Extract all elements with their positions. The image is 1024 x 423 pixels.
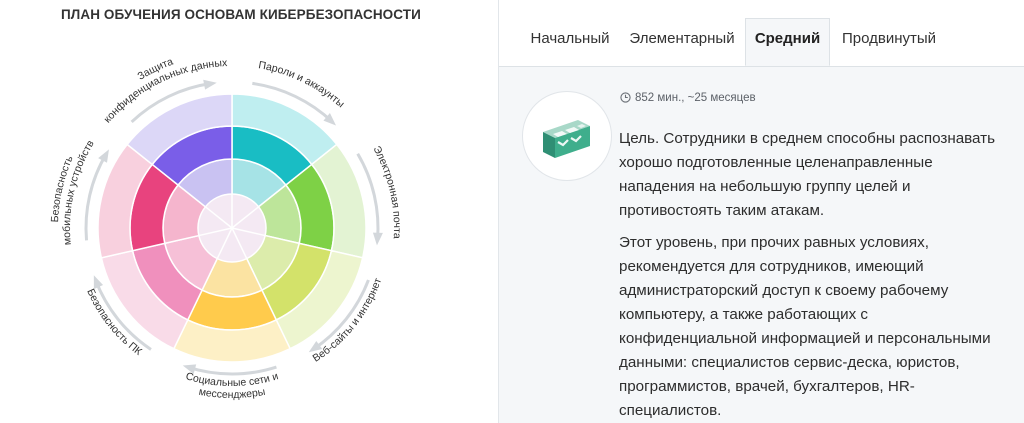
- cycle-arrow-head: [308, 341, 323, 353]
- cycle-arrow-head: [323, 113, 337, 126]
- clock-icon: [620, 92, 631, 103]
- cycle-arrow-arc: [356, 152, 380, 241]
- recommendation-text: Этот уровень, при прочих равных условиях…: [619, 234, 991, 419]
- wheel-section-label: Электронная почта: [370, 144, 403, 239]
- duration-row: 852 мин., ~25 месяцев: [620, 92, 756, 104]
- cycle-arrow-head: [372, 232, 383, 246]
- wheel-spoke: [231, 206, 260, 229]
- duration-text: 852 мин., ~25 месяцев: [635, 92, 756, 104]
- divider: [498, 0, 499, 423]
- wheel-spoke: [204, 206, 233, 229]
- cycle-arrow-arc: [130, 81, 212, 124]
- cycle-arrow-head: [203, 79, 217, 90]
- page-title: ПЛАН ОБУЧЕНИЯ ОСНОВАМ КИБЕРБЕЗОПАСНОСТИ: [61, 7, 421, 22]
- wheel-spoke: [198, 227, 233, 237]
- level-panel-area: Начальный Элементарный Средний Продвинут…: [499, 0, 1024, 423]
- training-plan-area: ПЛАН ОБУЧЕНИЯ ОСНОВАМ КИБЕРБЕЗОПАСНОСТИ …: [0, 0, 498, 423]
- cycle-arrow-arc: [94, 279, 152, 351]
- level-tabs: Начальный Элементарный Средний Продвинут…: [499, 0, 1024, 67]
- cycle-arrow-arc: [312, 279, 370, 351]
- wheel-spoke: [231, 227, 266, 237]
- cycle-arrow-head: [93, 275, 104, 290]
- level-description-panel: 852 мин., ~25 месяцев Цель. Сотрудники в…: [499, 67, 1024, 423]
- building-blocks-icon: [543, 120, 590, 158]
- tab-beginner[interactable]: Начальный: [530, 30, 610, 47]
- wheel-spoke: [231, 227, 248, 259]
- cycle-arrow-head: [182, 364, 197, 375]
- wheel-outer-segment-7[interactable]: [126, 93, 233, 166]
- cycle-arrow-arc: [84, 152, 108, 241]
- tab-elementary[interactable]: Элементарный: [629, 30, 735, 47]
- cycle-arrow-arc: [187, 365, 277, 376]
- cycle-arrow-arc: [252, 81, 334, 124]
- tab-advanced[interactable]: Продвинутый: [841, 30, 937, 47]
- cycle-arrow-head: [98, 149, 109, 163]
- wheel-spoke: [216, 227, 233, 259]
- goal-text: Цель. Сотрудники в среднем способны расп…: [619, 130, 996, 219]
- level-icon-badge: [522, 91, 612, 181]
- wheel-section-label: мессенджеры: [198, 386, 266, 401]
- tab-intermediate[interactable]: Средний: [745, 18, 830, 66]
